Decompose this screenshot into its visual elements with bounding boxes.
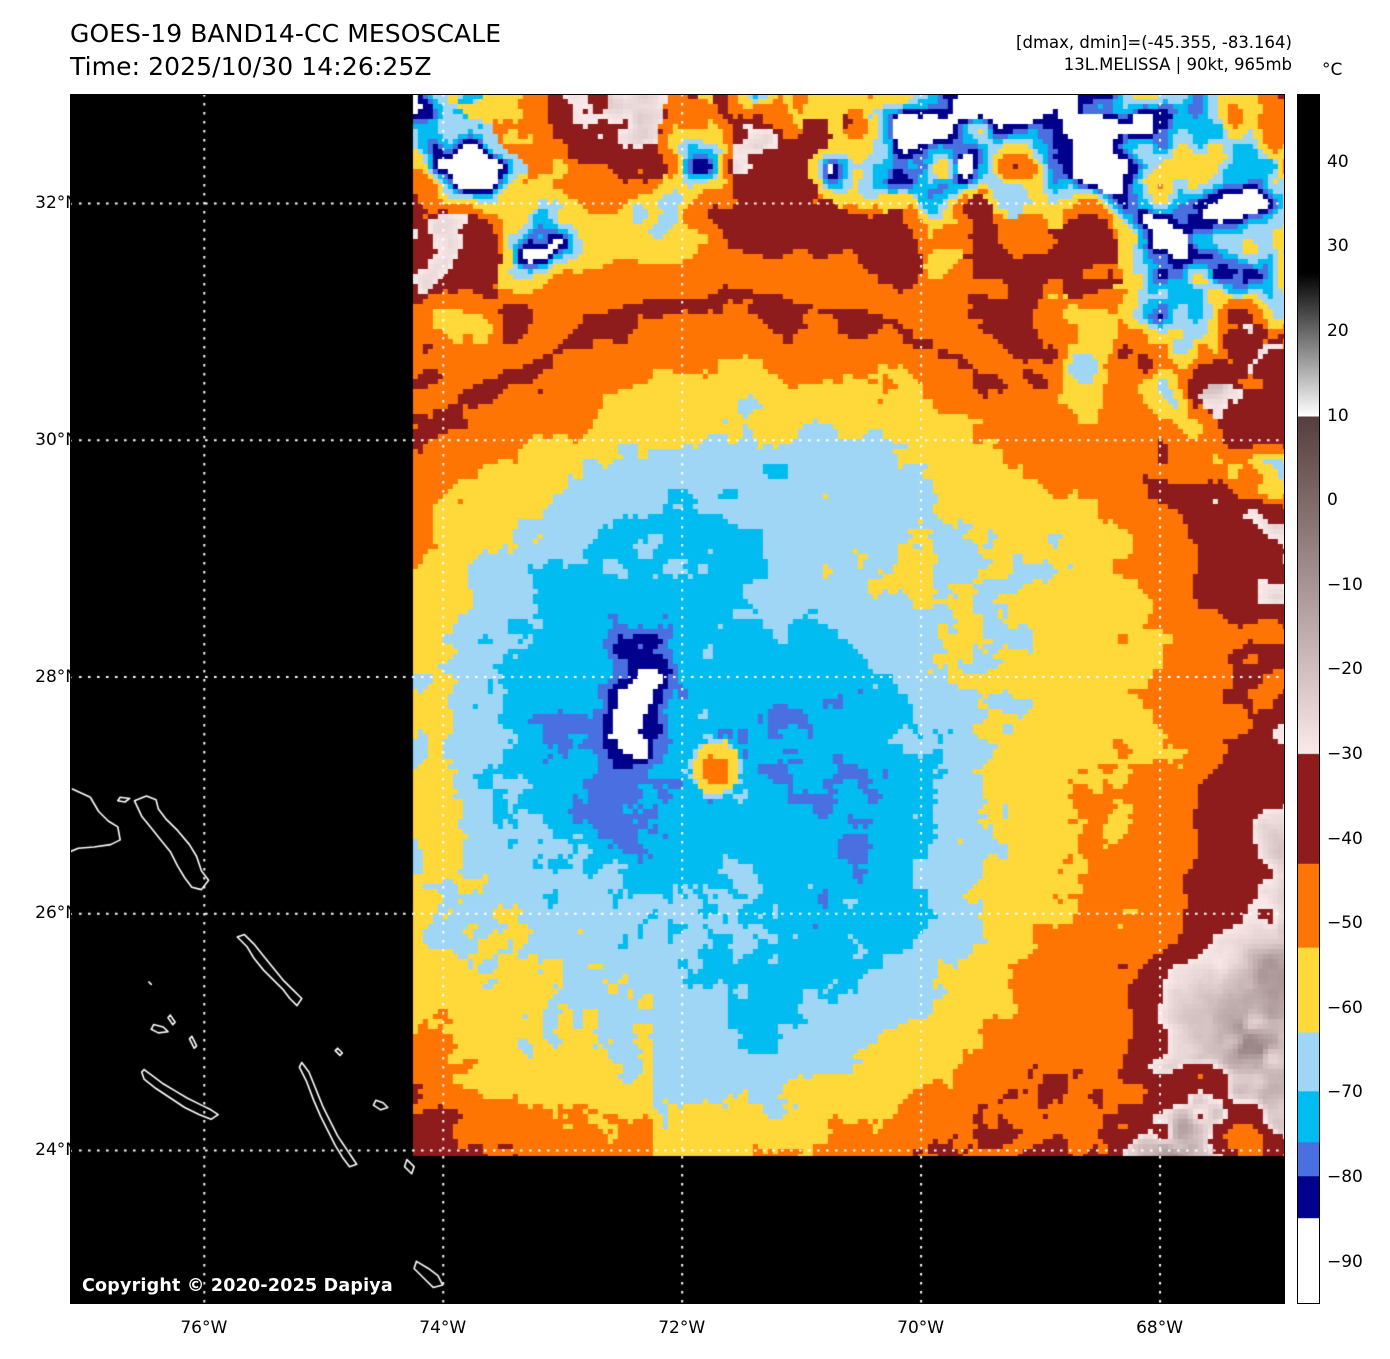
header-left-block: GOES-19 BAND14-CC MESOSCALE Time: 2025/1… [70, 18, 501, 83]
graticule-overlay [70, 94, 1285, 1304]
lat-tick-label-3: 26°N [35, 903, 78, 924]
timestamp-label: Time: 2025/10/30 14:26:25Z [70, 51, 432, 81]
colorbar-tick-label-10: −60 [1327, 997, 1363, 1018]
colorbar-gradient [1298, 95, 1319, 1303]
lat-tick-label-4: 24°N [35, 1140, 78, 1161]
lat-tick-label-1: 30°N [35, 429, 78, 450]
colorbar-tick-label-2: 20 [1327, 320, 1349, 341]
satellite-map[interactable]: Copyright © 2020-2025 Dapiya [70, 94, 1285, 1304]
colorbar-tick-label-13: −90 [1327, 1251, 1363, 1272]
lon-tick-label-1: 74°W [419, 1318, 467, 1338]
storm-info-label: 13L.MELISSA | 90kt, 965mb [1063, 55, 1292, 75]
colorbar-tick-label-1: 30 [1327, 236, 1349, 257]
colorbar-tick-label-8: −40 [1327, 828, 1363, 849]
lat-tick-label-0: 32°N [35, 192, 78, 213]
copyright-label: Copyright © 2020-2025 Dapiya [82, 1276, 393, 1296]
header-right-block: [dmax, dmin]=(-45.355, -83.164) 13L.MELI… [1016, 32, 1292, 77]
colorbar-tick-label-0: 40 [1327, 151, 1349, 172]
colorbar-tick-label-4: 0 [1327, 490, 1338, 511]
lon-tick-label-0: 76°W [180, 1318, 228, 1338]
colorbar-tick-label-5: −10 [1327, 574, 1363, 595]
colorbar-tick-label-3: 10 [1327, 405, 1349, 426]
lat-tick-label-2: 28°N [35, 666, 78, 687]
lon-tick-label-4: 68°W [1136, 1318, 1184, 1338]
colorbar-tick-label-9: −50 [1327, 913, 1363, 934]
page-title: GOES-19 BAND14-CC MESOSCALE [70, 19, 502, 48]
dminmax-label: [dmax, dmin]=(-45.355, -83.164) [1016, 33, 1292, 52]
colorbar[interactable] [1297, 94, 1320, 1304]
lon-tick-label-3: 70°W [897, 1318, 945, 1338]
lon-tick-label-2: 72°W [658, 1318, 706, 1338]
colorbar-tick-label-12: −80 [1327, 1167, 1363, 1188]
colorbar-tick-label-6: −20 [1327, 659, 1363, 680]
colorbar-unit-label: °C [1322, 60, 1343, 80]
colorbar-tick-label-11: −70 [1327, 1082, 1363, 1103]
colorbar-tick-label-7: −30 [1327, 744, 1363, 764]
